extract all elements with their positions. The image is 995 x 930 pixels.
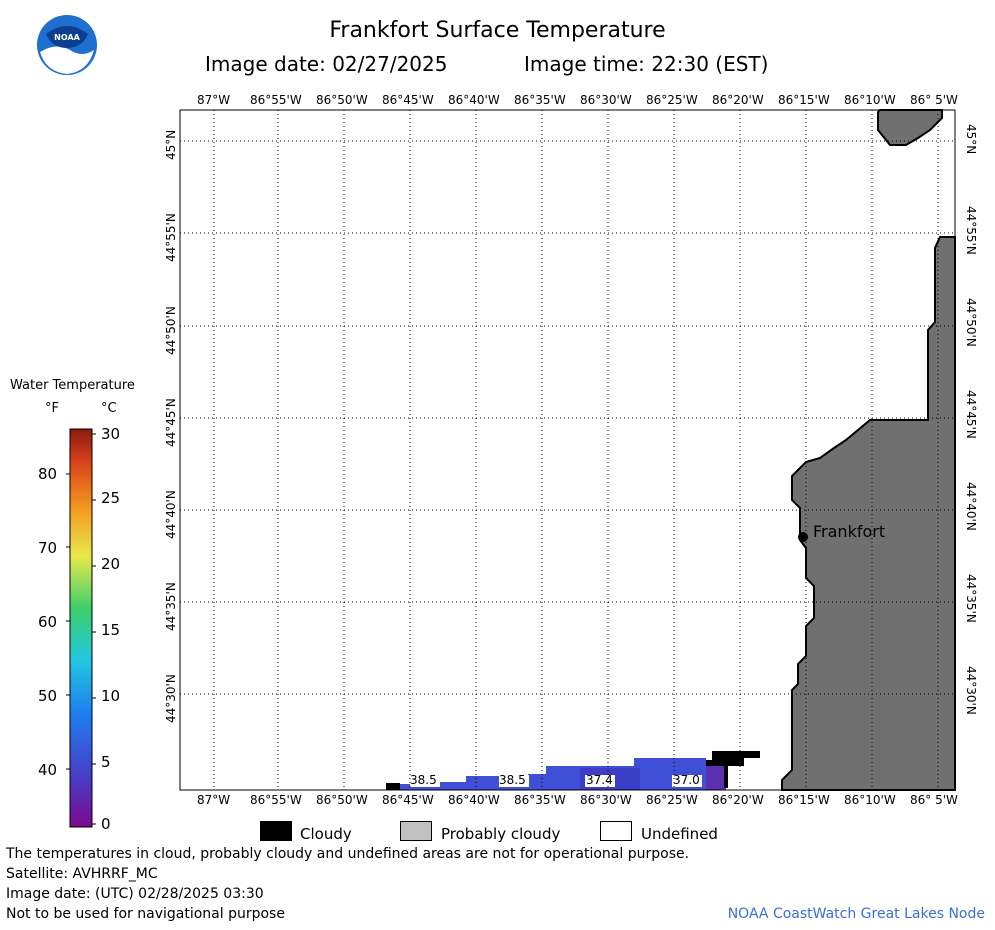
scale-c-20: 20 — [101, 555, 121, 573]
color-scale-bar — [66, 428, 96, 828]
footer-credit: NOAA CoastWatch Great Lakes Node — [727, 906, 985, 922]
legend-label-cloudy: Cloudy — [300, 825, 352, 843]
legend-swatch-undefined — [600, 821, 632, 841]
lon-bottom-86-15w: 86°15'W — [778, 793, 830, 807]
noaa-logo: NOAA — [36, 14, 98, 76]
cloud-patch-2 — [706, 751, 760, 788]
scale-c-10: 10 — [101, 687, 121, 705]
scale-c-0: 0 — [101, 815, 111, 833]
lon-top-86-45w: 86°45'W — [382, 93, 434, 107]
scale-c-30: 30 — [101, 425, 121, 443]
temp-label-4: 37.0 — [673, 773, 700, 787]
scale-c-25: 25 — [101, 489, 121, 507]
lon-top-86-25w: 86°25'W — [646, 93, 698, 107]
land-north-island — [877, 109, 943, 146]
scale-f-60: 60 — [38, 613, 58, 631]
lon-top-86-35w: 86°35'W — [514, 93, 566, 107]
footer-image-date-utc: Image date: (UTC) 02/28/2025 03:30 — [6, 886, 264, 902]
lon-bottom-86-5w: 86° 5'W — [910, 793, 958, 807]
image-time: Image time: 22:30 (EST) — [524, 52, 769, 76]
lon-top-86-20w: 86°20'W — [712, 93, 764, 107]
lon-bottom-86-25w: 86°25'W — [646, 793, 698, 807]
temp-label-3: 37.4 — [586, 773, 613, 787]
legend-label-undefined: Undefined — [641, 825, 718, 843]
scale-c-5: 5 — [101, 753, 111, 771]
lon-top-86-15w: 86°15'W — [778, 93, 830, 107]
water-strip — [400, 758, 706, 790]
lat-left-45n: 45°N — [164, 129, 178, 160]
lon-bottom-86-55w: 86°55'W — [250, 793, 302, 807]
legend-swatch-probably-cloudy — [400, 821, 432, 841]
temp-label-1: 38.5 — [410, 773, 437, 787]
land-mainland — [781, 236, 956, 791]
lon-bottom-86-20w: 86°20'W — [712, 793, 764, 807]
lon-bottom-87w: 87°W — [197, 793, 231, 807]
lat-left-44-30n: 44°30'N — [164, 674, 178, 723]
lat-left-44-35n: 44°35'N — [164, 582, 178, 631]
footer-navigation-note: Not to be used for navigational purpose — [6, 906, 285, 922]
lat-right-45n: 45°N — [964, 124, 978, 155]
scale-c-15: 15 — [101, 621, 121, 639]
footer-disclaimer: The temperatures in cloud, probably clou… — [6, 846, 690, 862]
lon-bottom-86-50w: 86°50'W — [316, 793, 368, 807]
lon-top-86-10w: 86°10'W — [844, 93, 896, 107]
lon-top-87w: 87°W — [197, 93, 231, 107]
lat-right-44-30n: 44°30'N — [964, 666, 978, 715]
lon-bottom-86-35w: 86°35'W — [514, 793, 566, 807]
legend-unit-f: °F — [45, 401, 59, 416]
lat-left-44-40n: 44°40'N — [164, 490, 178, 539]
legend-unit-c: °C — [101, 401, 117, 416]
frankfort-marker — [798, 532, 808, 542]
lat-right-44-50n: 44°50'N — [964, 298, 978, 347]
lon-bottom-86-45w: 86°45'W — [382, 793, 434, 807]
lat-left-44-45n: 44°45'N — [164, 398, 178, 447]
lon-top-86-5w: 86° 5'W — [910, 93, 958, 107]
lat-right-44-55n: 44°55'N — [964, 206, 978, 255]
water-purple-patch — [706, 766, 726, 790]
lat-left-44-50n: 44°50'N — [164, 306, 178, 355]
footer-satellite: Satellite: AVHRRF_MC — [6, 866, 158, 882]
legend-swatch-cloudy — [260, 821, 292, 841]
lon-bottom-86-30w: 86°30'W — [580, 793, 632, 807]
cloud-patch-1 — [386, 783, 400, 790]
scale-f-40: 40 — [38, 761, 58, 779]
lon-top-86-30w: 86°30'W — [580, 93, 632, 107]
lon-bottom-86-10w: 86°10'W — [844, 793, 896, 807]
lat-right-44-45n: 44°45'N — [964, 390, 978, 439]
scale-f-70: 70 — [38, 539, 58, 557]
map-frame — [179, 109, 956, 791]
logo-text: NOAA — [54, 33, 80, 42]
lon-top-86-50w: 86°50'W — [316, 93, 368, 107]
scale-f-50: 50 — [38, 687, 58, 705]
lon-bottom-86-40w: 86°40'W — [448, 793, 500, 807]
temp-label-2: 38.5 — [499, 773, 526, 787]
scale-f-80: 80 — [38, 465, 58, 483]
lat-left-44-55n: 44°55'N — [164, 213, 178, 262]
image-date: Image date: 02/27/2025 — [205, 52, 448, 76]
lat-right-44-35n: 44°35'N — [964, 574, 978, 623]
lat-right-44-40n: 44°40'N — [964, 482, 978, 531]
city-label: Frankfort — [813, 522, 886, 541]
lon-top-86-55w: 86°55'W — [250, 93, 302, 107]
legend-label-probably-cloudy: Probably cloudy — [441, 825, 561, 843]
legend-title: Water Temperature — [10, 378, 135, 393]
map-title: Frankfort Surface Temperature — [329, 18, 666, 43]
lon-top-86-40w: 86°40'W — [448, 93, 500, 107]
